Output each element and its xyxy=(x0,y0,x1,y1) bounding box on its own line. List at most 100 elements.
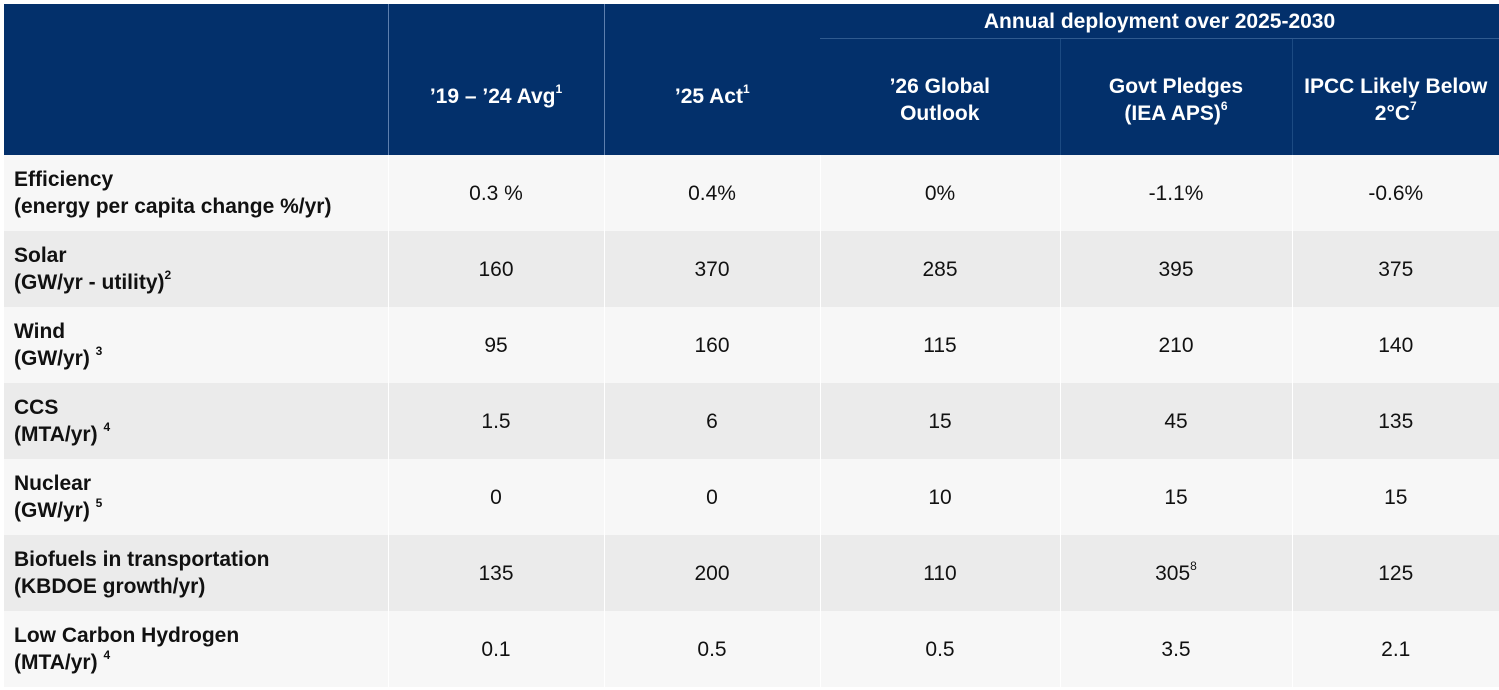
cell-2026-outlook: 115 xyxy=(819,307,1060,383)
footnote-marker: 4 xyxy=(103,648,111,662)
cell-govt-pledges-value: 305 xyxy=(1155,561,1191,585)
cell-2019-2024-avg: 1.5 xyxy=(387,383,604,459)
header-col-2019-2024-avg-label: ’19 – ’24 Avg xyxy=(429,85,556,108)
cell-2025-actual: 0.5 xyxy=(603,611,820,687)
cell-govt-pledges: 45 xyxy=(1059,383,1292,459)
row-label-line2: (MTA/yr) xyxy=(14,651,98,674)
cell-2025-actual: 160 xyxy=(603,307,820,383)
header-col-ipcc-line1: IPCC Likely Below xyxy=(1304,75,1488,98)
table-row-nuclear: Nuclear (GW/yr) 5 0 0 10 15 15 xyxy=(4,459,1499,535)
row-label-line2: (GW/yr) xyxy=(14,347,90,370)
footnote-marker: 2 xyxy=(164,268,172,282)
footnote-marker: 1 xyxy=(555,82,563,96)
cell-2019-2024-avg: 0.1 xyxy=(387,611,604,687)
header-col-2025-actual: ’25 Act1 xyxy=(603,4,820,155)
table-row-ccs: CCS (MTA/yr) 4 1.5 6 15 45 135 xyxy=(4,383,1499,459)
cell-2025-actual: 0.4% xyxy=(603,155,820,231)
cell-2019-2024-avg: 0 xyxy=(387,459,604,535)
cell-govt-pledges-value: 15 xyxy=(1164,485,1188,509)
header-col-2026-line1: ’26 Global xyxy=(889,75,990,98)
cell-2025-actual: 370 xyxy=(603,231,820,307)
cell-ipcc: 2.1 xyxy=(1291,611,1499,687)
footnote-marker: 5 xyxy=(95,496,103,510)
row-label-line2: (energy per capita change %/yr) xyxy=(14,195,332,218)
cell-2019-2024-avg: 160 xyxy=(387,231,604,307)
header-col-2026-line2: Outlook xyxy=(900,102,980,125)
header-group-title: Annual deployment over 2025-2030 xyxy=(983,9,1336,33)
cell-govt-pledges-value: 45 xyxy=(1164,409,1188,433)
row-label-line1: Efficiency xyxy=(14,168,114,191)
cell-2026-outlook: 110 xyxy=(819,535,1060,611)
cell-2019-2024-avg: 95 xyxy=(387,307,604,383)
row-label-line1: Low Carbon Hydrogen xyxy=(14,624,240,647)
footnote-marker: 4 xyxy=(103,420,111,434)
row-label-line1: Biofuels in transportation xyxy=(14,548,270,571)
cell-2025-actual: 6 xyxy=(603,383,820,459)
header-col-govt-line1: Govt Pledges xyxy=(1108,75,1244,98)
row-label-line1: CCS xyxy=(14,396,59,419)
cell-ipcc: 15 xyxy=(1291,459,1499,535)
cell-ipcc: 125 xyxy=(1291,535,1499,611)
table-body: Efficiency (energy per capita change %/yr… xyxy=(4,155,1499,687)
cell-2019-2024-avg: 135 xyxy=(387,535,604,611)
header-col-2025-actual-label: ’25 Act xyxy=(674,85,743,108)
header-col-govt-pledges: Govt Pledges (IEA APS)6 xyxy=(1059,38,1292,155)
header-corner-cell xyxy=(4,4,388,155)
cell-2026-outlook: 15 xyxy=(819,383,1060,459)
cell-govt-pledges-value: 210 xyxy=(1158,333,1194,357)
row-label: Solar (GW/yr - utility)2 xyxy=(4,231,388,307)
cell-2026-outlook: 0.5 xyxy=(819,611,1060,687)
row-label: Wind (GW/yr) 3 xyxy=(4,307,388,383)
row-label: Low Carbon Hydrogen (MTA/yr) 4 xyxy=(4,611,388,687)
row-label: CCS (MTA/yr) 4 xyxy=(4,383,388,459)
footnote-marker: 8 xyxy=(1190,558,1197,573)
table-row-solar: Solar (GW/yr - utility)2 160 370 285 395 … xyxy=(4,231,1499,307)
header-group-annual-deployment: Annual deployment over 2025-2030 xyxy=(820,4,1499,39)
row-label-line1: Nuclear xyxy=(14,472,92,495)
cell-govt-pledges-value: -1.1% xyxy=(1148,181,1204,205)
cell-govt-pledges: 3.5 xyxy=(1059,611,1292,687)
cell-2025-actual: 0 xyxy=(603,459,820,535)
header-col-2026-global-outlook: ’26 Global Outlook xyxy=(820,38,1060,155)
cell-ipcc: 140 xyxy=(1291,307,1499,383)
row-label-line1: Solar xyxy=(14,244,67,267)
cell-2026-outlook: 0% xyxy=(819,155,1060,231)
row-label-line1: Wind xyxy=(14,320,66,343)
deployment-table: ’19 – ’24 Avg1 ’25 Act1 Annual deploymen… xyxy=(4,4,1499,687)
cell-2019-2024-avg: 0.3 % xyxy=(387,155,604,231)
row-label: Efficiency (energy per capita change %/yr… xyxy=(4,155,388,231)
footnote-marker: 3 xyxy=(95,344,103,358)
header-col-ipcc: IPCC Likely Below 2°C7 xyxy=(1291,38,1499,155)
table-row-hydrogen: Low Carbon Hydrogen (MTA/yr) 4 0.1 0.5 0.… xyxy=(4,611,1499,687)
cell-govt-pledges: 15 xyxy=(1059,459,1292,535)
cell-ipcc: -0.6% xyxy=(1291,155,1499,231)
header-col-govt-line2: (IEA APS) xyxy=(1124,102,1221,125)
row-label: Biofuels in transportation (KBDOE growth/… xyxy=(4,535,388,611)
cell-2026-outlook: 285 xyxy=(819,231,1060,307)
cell-govt-pledges: 210 xyxy=(1059,307,1292,383)
row-label-line2: (KBDOE growth/yr) xyxy=(14,575,206,598)
header-col-ipcc-line2: 2°C xyxy=(1374,102,1411,125)
row-label-line2: (MTA/yr) xyxy=(14,423,98,446)
cell-ipcc: 135 xyxy=(1291,383,1499,459)
table-row-wind: Wind (GW/yr) 3 95 160 115 210 140 xyxy=(4,307,1499,383)
table-row-efficiency: Efficiency (energy per capita change %/yr… xyxy=(4,155,1499,231)
cell-govt-pledges-value: 395 xyxy=(1158,257,1194,281)
table-header: ’19 – ’24 Avg1 ’25 Act1 Annual deploymen… xyxy=(4,4,1499,155)
table-row-biofuels: Biofuels in transportation (KBDOE growth/… xyxy=(4,535,1499,611)
cell-govt-pledges-value: 3.5 xyxy=(1161,637,1191,661)
cell-govt-pledges: 3058 xyxy=(1059,535,1292,611)
header-col-2019-2024-avg: ’19 – ’24 Avg1 xyxy=(387,4,604,155)
cell-2025-actual: 200 xyxy=(603,535,820,611)
cell-ipcc: 375 xyxy=(1291,231,1499,307)
cell-govt-pledges: 395 xyxy=(1059,231,1292,307)
row-label: Nuclear (GW/yr) 5 xyxy=(4,459,388,535)
footnote-marker: 1 xyxy=(742,82,750,96)
cell-2026-outlook: 10 xyxy=(819,459,1060,535)
row-label-line2: (GW/yr - utility) xyxy=(14,271,165,294)
cell-govt-pledges: -1.1% xyxy=(1059,155,1292,231)
footnote-marker: 6 xyxy=(1220,99,1228,113)
row-label-line2: (GW/yr) xyxy=(14,499,90,522)
footnote-marker: 7 xyxy=(1410,99,1417,113)
